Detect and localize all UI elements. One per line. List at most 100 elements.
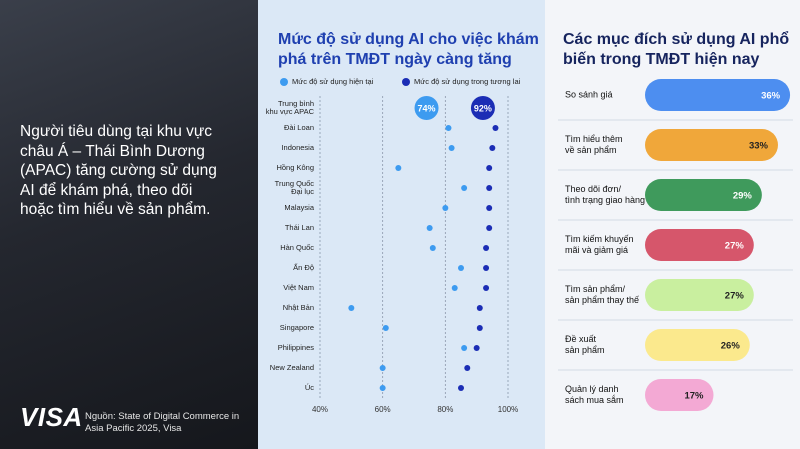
bar	[645, 229, 754, 261]
value-label: 74%	[418, 103, 436, 113]
headline: Người tiêu dùng tại khu vực châu Á – Thái…	[20, 122, 217, 220]
bar	[645, 379, 714, 411]
dot	[483, 245, 490, 251]
category-label: Nhật Bản	[283, 303, 314, 312]
charts: Mức độ sử dụng AI cho việc khám phá trên …	[258, 0, 800, 449]
category-label: Đại lục	[291, 187, 314, 196]
dot	[451, 285, 458, 291]
dot	[348, 305, 355, 311]
category-label: Singapore	[280, 323, 314, 332]
legend-label: Mức độ sử dụng hiện tại	[292, 77, 374, 86]
dot	[458, 265, 464, 271]
dot	[445, 125, 452, 131]
chart-title: biến trong TMĐT hiện nay	[563, 51, 760, 68]
dot	[492, 125, 499, 131]
category-label: Hồng Kông	[276, 163, 314, 172]
headline-line: (APAC) tăng cường sử dụng	[20, 162, 217, 179]
x-tick-label: 80%	[437, 405, 453, 414]
dot	[382, 325, 389, 331]
category-label: tình trạng giao hàng	[565, 195, 645, 205]
x-tick-label: 40%	[312, 405, 328, 414]
bar	[645, 279, 754, 311]
dot	[486, 165, 493, 171]
dot	[379, 385, 386, 391]
dot	[486, 205, 493, 211]
dot	[486, 225, 493, 231]
dot	[461, 345, 468, 351]
category-label: Tìm kiếm khuyến	[565, 234, 634, 244]
right-panel	[545, 0, 800, 449]
category-label: Úc	[305, 383, 314, 392]
category-label: Indonesia	[281, 143, 314, 152]
middle-panel	[258, 0, 545, 449]
dot	[442, 205, 449, 211]
headline-line: châu Á – Thái Bình Dương	[20, 142, 205, 160]
logo: VISA	[20, 402, 83, 432]
category-label: Trung Quốc	[275, 179, 315, 188]
legend-swatch	[402, 78, 410, 86]
category-label: sách mua sắm	[565, 395, 624, 405]
chart-title: Các mục đích sử dụng AI phổ	[563, 30, 789, 48]
legend-swatch	[280, 78, 288, 86]
bar	[645, 179, 762, 211]
dot	[395, 165, 402, 171]
dot	[470, 96, 495, 120]
value-label: 36%	[761, 91, 781, 102]
x-tick-label: 100%	[498, 405, 518, 414]
bar	[645, 79, 791, 111]
left-panel: Người tiêu dùng tại khu vực châu Á – Thái…	[0, 0, 258, 449]
value-label: 33%	[749, 141, 769, 152]
category-label: Trung bình	[278, 99, 314, 108]
category-label: So sánh giá	[565, 89, 613, 99]
dot	[476, 305, 483, 311]
category-label: Việt Nam	[283, 283, 314, 292]
dot	[448, 145, 455, 151]
category-label: Hàn Quốc	[280, 243, 314, 252]
category-label: Theo dõi đơn/	[565, 184, 621, 194]
category-label: về sản phẩm	[565, 145, 617, 155]
legend-label: Mức độ sử dụng trong tương lai	[414, 77, 521, 86]
category-label: Tìm hiểu thêm	[565, 134, 623, 144]
value-label: 17%	[684, 391, 704, 402]
category-label: Thái Lan	[285, 223, 314, 232]
category-label: khu vực APAC	[266, 107, 315, 116]
value-label: 27%	[725, 241, 745, 252]
dot	[379, 365, 386, 371]
category-label: Quản lý danh	[565, 384, 619, 394]
value-label: 26%	[721, 341, 741, 352]
dot	[426, 225, 433, 231]
source: Nguồn: State of Digital Commerce in Asia…	[85, 411, 240, 434]
headline-line: hoặc tìm hiểu về sản phẩm.	[20, 201, 211, 218]
dot	[414, 96, 439, 120]
dot	[458, 385, 464, 391]
value-label: 29%	[733, 191, 753, 202]
dot	[464, 365, 471, 371]
dot	[429, 245, 436, 251]
chart-title: Mức độ sử dụng AI cho việc khám	[278, 31, 539, 48]
headline-line: Người tiêu dùng tại khu vực	[20, 123, 213, 140]
category-label: Đài Loan	[284, 123, 314, 132]
category-label: Đề xuất	[565, 334, 597, 344]
x-tick-label: 60%	[375, 405, 391, 414]
dot	[483, 285, 490, 291]
dot	[489, 145, 496, 151]
value-label: 92%	[474, 103, 492, 113]
dot	[461, 185, 468, 191]
headline-line: AI để khám phá, theo dõi	[20, 181, 193, 199]
dot	[486, 185, 493, 191]
chart-title: phá trên TMĐT ngày càng tăng	[278, 51, 512, 68]
dot	[483, 265, 490, 271]
category-label: Ấn Độ	[293, 262, 314, 272]
value-label: 27%	[725, 291, 745, 302]
bar	[645, 329, 750, 361]
category-label: sản phẩm	[565, 345, 605, 355]
category-label: Tìm sản phẩm/	[565, 284, 626, 294]
category-label: Malaysia	[284, 203, 314, 212]
category-label: New Zealand	[270, 363, 314, 372]
category-label: mãi và giảm giá	[565, 245, 628, 255]
category-label: sản phẩm thay thế	[565, 295, 639, 305]
bar	[645, 129, 778, 161]
dot	[473, 345, 480, 351]
category-label: Philippines	[278, 343, 315, 352]
